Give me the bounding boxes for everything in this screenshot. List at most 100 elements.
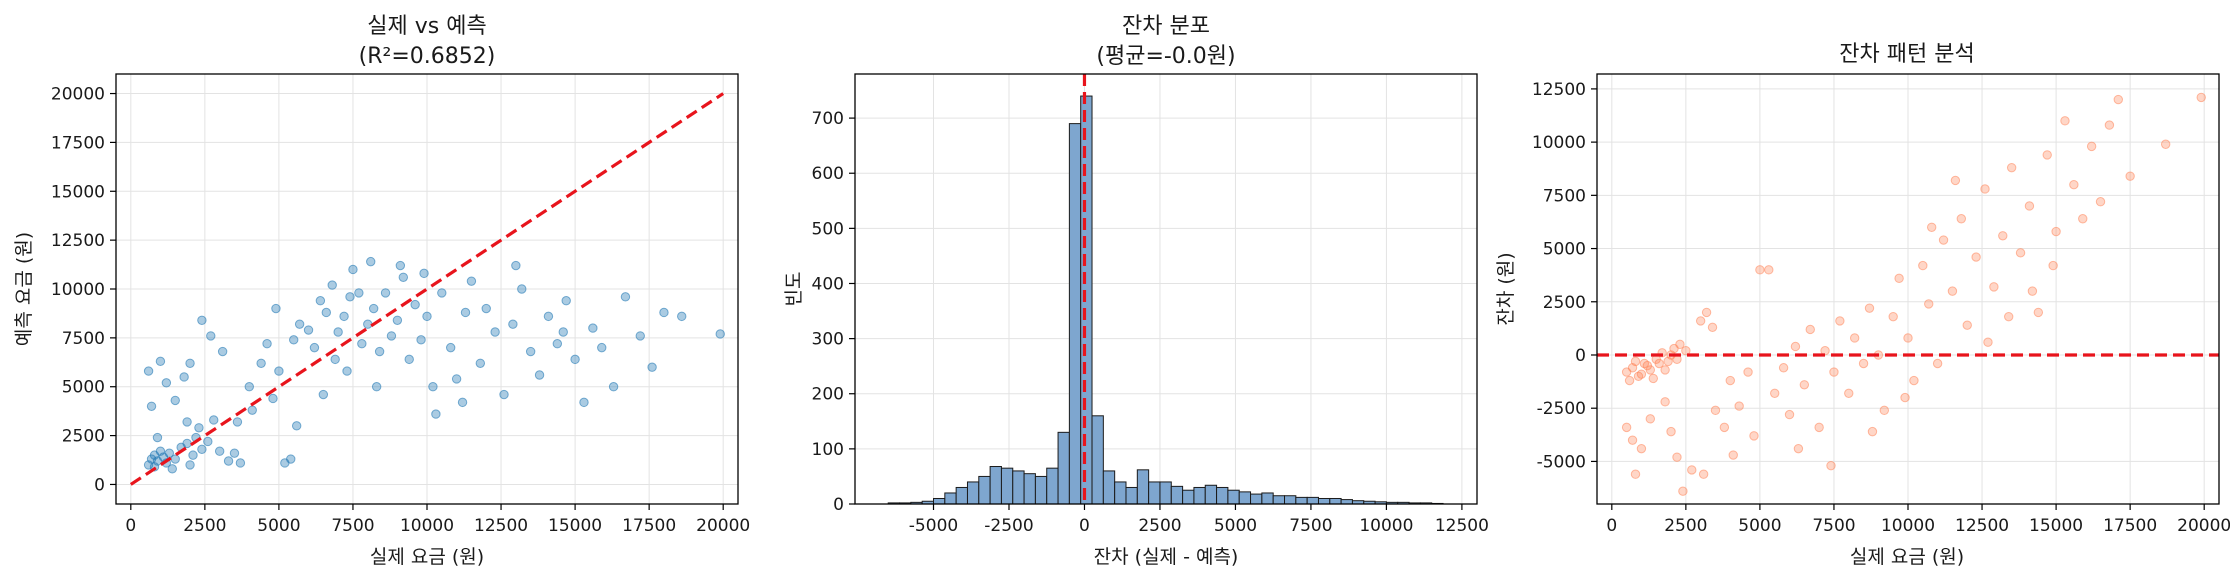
scatter-panel-actual-vs-predicted: 실제 vs 예측 (R²=0.6852) 0 2500 5000 7500 10000 1… [13,14,750,568]
grid [1597,74,2219,504]
y-axis-label: 잔차 (원) [1495,252,1517,325]
scatter-point [608,382,619,392]
scatter-point [1695,316,1706,326]
scatter-point [380,288,391,298]
x-axis-label: 잔차 (실제 - 예측) [1094,546,1239,568]
histogram-bar [1136,469,1150,505]
scatter-point [647,362,657,372]
data-marks [1621,92,2206,496]
scatter-point [333,327,343,337]
scatter-point [1725,375,1735,386]
scatter-point [217,346,228,357]
scatter-point [1962,320,1972,330]
histogram-bar [1000,467,1014,505]
scatter-point [1805,324,1815,335]
reference-line [129,92,725,486]
scatter-point [2196,92,2206,103]
scatter-point [1835,316,1845,326]
scatter-point [354,288,364,298]
histogram-bar [1306,496,1319,505]
histogram-bar [1023,473,1036,505]
histogram-bar [1204,484,1218,505]
y-axis-label: 예측 요금 (원) [13,232,35,346]
scatter-point [1645,414,1656,424]
scatter-point [1820,346,1830,356]
scatter-point [404,354,414,365]
scatter-point [179,372,189,382]
scatter-point [445,342,456,353]
scatter-point [309,342,320,353]
scatter-point [2033,307,2044,318]
scatter-point [262,339,272,349]
y-tick-label: 5000 [62,378,105,398]
histogram-bar [944,492,957,505]
histogram-bar [1068,123,1082,505]
histogram-bar [1295,496,1308,505]
scatter-point [2113,94,2123,105]
scatter-point [1924,299,1934,309]
histogram-bar [978,475,991,505]
plot-frame [854,73,1478,505]
scatter-point [490,327,500,337]
scatter-point [422,311,432,322]
x-tick-label: 7500 [1289,516,1332,536]
scatter-point [214,446,225,456]
scatter-point [256,358,266,368]
scatter-point [2006,162,2017,173]
scatter-point [1778,363,1789,373]
scatter-point [419,268,429,279]
y-tick-label: 100 [812,440,844,460]
scatter-point [289,335,299,345]
scatter-point [348,264,358,275]
histogram-bar [1182,489,1195,505]
x-ticks: 0 2500 5000 7500 10000 12500 15000 17500 20000 [1606,504,2230,536]
scatter-point [197,444,207,454]
scatter-point [558,327,568,337]
histogram-bar [1102,470,1116,505]
scatter-point [1826,460,1836,471]
scatter-point [327,280,337,290]
scatter-point [185,358,195,368]
scatter-point [170,395,180,406]
scatter-point [460,307,471,318]
scatter-point [2086,141,2097,152]
x-tick-label: 15000 [548,516,602,536]
scatter-point [659,307,669,318]
scatter-point [1707,322,1718,333]
y-tick-label: 700 [812,109,844,129]
scatter-point [318,389,329,400]
scatter-point [1636,369,1647,379]
scatter-point [345,292,355,302]
y-tick-label: 300 [812,330,844,350]
scatter-point [570,354,580,365]
y-tick-label: 0 [833,495,844,515]
scatter-point [1900,392,1910,403]
x-axis-label: 실제 요금 (원) [1850,546,1964,568]
scatter-point [451,374,462,384]
histogram-panel-residual-distribution: 잔차 분포 (평균=-0.0원) -5000 -2500 0 2500 5000 7500… [783,14,1489,568]
scatter-point [1660,397,1670,407]
scatter-point [1844,388,1854,399]
scatter-point [274,366,284,376]
histogram-bar [1170,485,1184,505]
histogram-bar [1272,495,1286,505]
scatter-point [294,319,305,329]
x-ticks: 0 2500 5000 7500 10000 12500 15000 17500 20000 [125,504,750,536]
scatter-point [1903,333,1913,343]
y-tick-label: 600 [812,164,844,184]
scatter-point [1630,469,1641,479]
grid [855,74,1477,505]
scatter-point [223,456,234,466]
x-tick-label: 0 [125,516,136,536]
scatter-point [368,303,379,314]
scatter-point [1983,337,1993,347]
scatter-point [525,346,536,357]
histogram-bar [955,486,968,505]
histogram-bar [1317,497,1331,505]
scatter-point [1698,469,1709,479]
scatter-point [508,319,518,329]
y-tick-label: 10000 [1532,133,1586,153]
x-tick-label: 10000 [400,516,454,536]
histogram-bar [966,481,980,505]
